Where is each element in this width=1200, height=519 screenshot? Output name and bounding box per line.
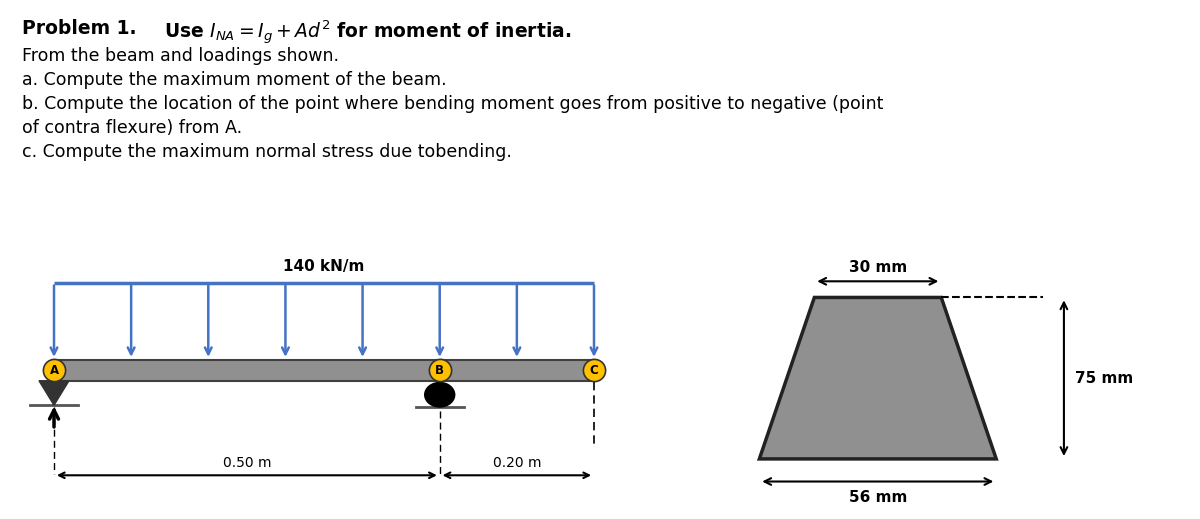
Text: a. Compute the maximum moment of the beam.: a. Compute the maximum moment of the bea… bbox=[22, 71, 446, 89]
Polygon shape bbox=[38, 381, 70, 405]
Ellipse shape bbox=[425, 383, 455, 407]
Text: A: A bbox=[49, 364, 59, 377]
Text: 0.50 m: 0.50 m bbox=[223, 456, 271, 470]
Text: B: B bbox=[436, 364, 444, 377]
Text: b. Compute the location of the point where bending moment goes from positive to : b. Compute the location of the point whe… bbox=[22, 95, 883, 113]
Text: 140 kN/m: 140 kN/m bbox=[283, 259, 365, 274]
Text: C: C bbox=[589, 364, 599, 377]
Bar bbox=[54, 360, 594, 381]
Text: of contra flexure) from A.: of contra flexure) from A. bbox=[22, 119, 242, 137]
Text: Use $I_{NA} = I_g + Ad^2$ for moment of inertia.: Use $I_{NA} = I_g + Ad^2$ for moment of … bbox=[164, 19, 571, 47]
Text: Problem 1.: Problem 1. bbox=[22, 19, 137, 38]
Polygon shape bbox=[760, 297, 996, 459]
Text: 75 mm: 75 mm bbox=[1075, 371, 1134, 386]
Text: From the beam and loadings shown.: From the beam and loadings shown. bbox=[22, 47, 338, 65]
Text: 0.20 m: 0.20 m bbox=[493, 456, 541, 470]
Text: 56 mm: 56 mm bbox=[848, 489, 907, 504]
Text: c. Compute the maximum normal stress due tobending.: c. Compute the maximum normal stress due… bbox=[22, 143, 511, 161]
Text: 30 mm: 30 mm bbox=[848, 260, 907, 275]
